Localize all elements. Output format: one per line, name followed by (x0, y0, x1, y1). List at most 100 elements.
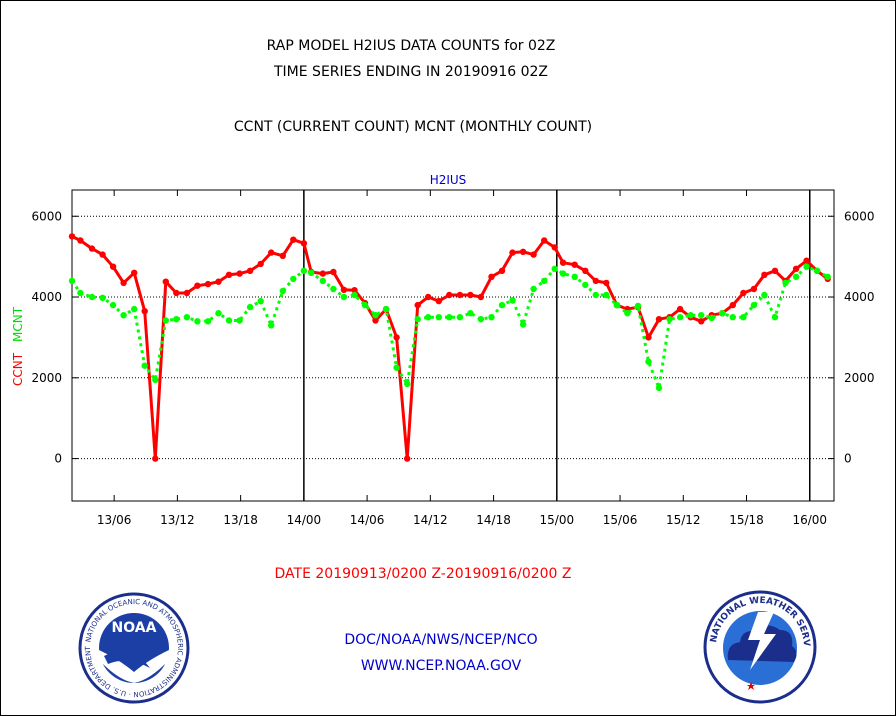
data-point-ccnt (120, 279, 127, 287)
data-point-mcnt (109, 301, 117, 309)
data-point-mcnt (268, 322, 275, 329)
day-boundary-lines (303, 190, 811, 501)
y-tick-label-right: 2000 (844, 371, 875, 385)
data-point-mcnt (215, 310, 222, 317)
y-tick-labels-left: 0 2000 4000 6000 (31, 209, 62, 465)
data-point-mcnt (425, 314, 432, 321)
data-point-mcnt (393, 364, 400, 371)
data-point-mcnt (740, 314, 747, 321)
data-point-mcnt (330, 285, 337, 293)
data-point-mcnt (173, 316, 180, 323)
y-tick-label-left: 4000 (31, 290, 62, 304)
data-point-mcnt (141, 362, 148, 369)
data-point-mcnt (456, 314, 464, 321)
data-point-mcnt (99, 294, 106, 301)
data-series (68, 233, 831, 462)
x-tick-label: 16/00 (792, 513, 827, 527)
credit-line-1: DOC/NOAA/NWS/NCEP/NCO (344, 632, 538, 648)
data-point-ccnt (729, 301, 736, 309)
x-tick-label: 13/12 (160, 513, 195, 527)
data-point-ccnt (131, 269, 138, 276)
data-point-mcnt (152, 376, 159, 383)
data-point-mcnt (477, 316, 485, 323)
x-tick-label: 15/00 (540, 513, 575, 527)
data-point-mcnt (372, 312, 379, 319)
data-point-ccnt (477, 293, 485, 301)
data-point-ccnt (194, 282, 201, 289)
data-point-mcnt (613, 301, 621, 309)
data-point-ccnt (792, 265, 800, 272)
data-point-ccnt (519, 248, 527, 255)
x-tick-label: 15/18 (729, 513, 764, 527)
data-point-ccnt (290, 236, 297, 243)
data-point-ccnt (279, 252, 286, 259)
x-tick-label: 14/12 (413, 513, 448, 527)
data-point-mcnt (308, 269, 315, 276)
data-point-ccnt (559, 259, 567, 266)
data-point-mcnt (414, 316, 421, 323)
data-point-mcnt (183, 314, 191, 321)
data-point-mcnt (813, 267, 821, 274)
data-point-ccnt (582, 267, 589, 274)
series-mcnt (68, 263, 831, 392)
data-point-mcnt (279, 287, 286, 295)
data-point-mcnt (708, 314, 715, 322)
data-point-mcnt (225, 317, 233, 324)
data-point-ccnt (425, 293, 432, 301)
data-point-mcnt (603, 291, 610, 299)
data-point-mcnt (361, 301, 369, 309)
data-point-mcnt (698, 312, 705, 319)
data-point-mcnt (655, 384, 663, 392)
nws-logo-ring-text: NATIONAL WEATHER SERVICE (0, 0, 811, 647)
data-point-mcnt (204, 318, 212, 325)
data-point-mcnt (340, 293, 348, 301)
x-tick-label: 14/18 (476, 513, 511, 527)
data-point-mcnt (782, 279, 789, 287)
data-point-mcnt (120, 312, 127, 319)
series-line-ccnt (71, 235, 829, 461)
data-point-ccnt (268, 249, 275, 256)
data-point-ccnt (141, 308, 148, 315)
noaa-logo: NOAA NATIONAL OCEANIC AND ATMOSPHERIC AD… (0, 0, 190, 704)
data-point-mcnt (750, 301, 758, 309)
data-point-mcnt (77, 289, 84, 297)
y-tick-label-left: 2000 (31, 371, 62, 385)
y-tick-label-left: 0 (54, 452, 62, 466)
data-point-mcnt (194, 318, 201, 325)
data-point-mcnt (729, 314, 736, 321)
data-point-ccnt (603, 279, 610, 287)
data-point-ccnt (645, 334, 652, 341)
data-point-ccnt (592, 277, 599, 285)
x-tick-label: 15/06 (603, 513, 638, 527)
y-tick-label-left: 6000 (31, 209, 62, 223)
x-tick-label: 14/06 (350, 513, 385, 527)
data-point-ccnt (225, 271, 233, 278)
data-point-mcnt (582, 281, 589, 289)
data-point-mcnt (319, 277, 326, 285)
data-point-mcnt (687, 312, 694, 319)
data-point-ccnt (300, 240, 308, 247)
plot-area-border (71, 189, 835, 502)
data-point-ccnt (530, 251, 537, 258)
data-point-ccnt (351, 287, 358, 294)
data-point-ccnt (319, 270, 326, 277)
data-point-mcnt (676, 314, 684, 321)
data-point-ccnt (676, 305, 684, 313)
data-point-mcnt (404, 380, 411, 388)
data-point-ccnt (215, 278, 222, 285)
data-point-mcnt (488, 314, 495, 321)
y-tick-labels-right: 0 2000 4000 6000 (844, 209, 875, 465)
data-point-ccnt (99, 251, 106, 258)
data-point-mcnt (88, 293, 96, 301)
data-point-ccnt (109, 263, 117, 270)
data-point-mcnt (666, 316, 673, 323)
data-point-ccnt (488, 273, 495, 280)
x-tick-label: 14/00 (287, 513, 322, 527)
data-point-mcnt (624, 310, 631, 317)
date-range-label: DATE 20190913/0200 Z-20190916/0200 Z (274, 566, 572, 582)
y-tick-label-right: 4000 (844, 290, 875, 304)
data-point-mcnt (446, 314, 453, 321)
data-point-ccnt (750, 285, 758, 293)
